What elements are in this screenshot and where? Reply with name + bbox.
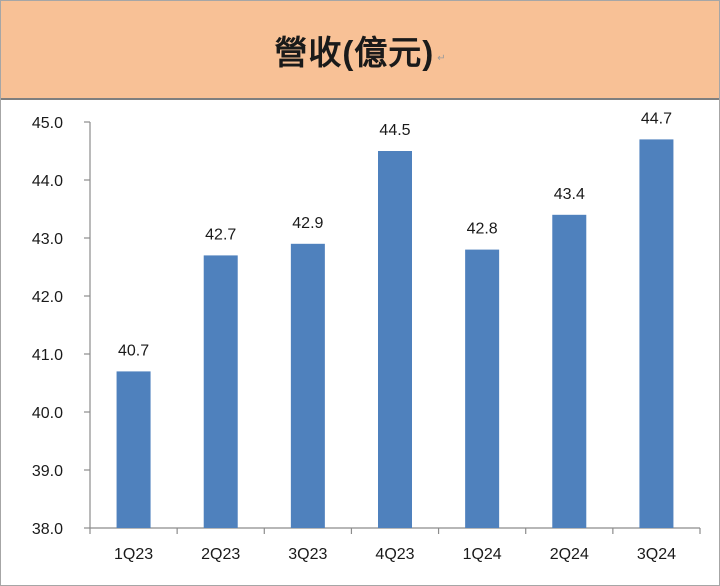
data-label-1q24: 42.8 [467,221,498,238]
y-axis: 38.0 39.0 40.0 41.0 42.0 43.0 44.0 45.0 [32,115,91,538]
y-tick-label: 44.0 [32,173,63,190]
bar-series [116,139,674,529]
x-tick-label-1q24: 1Q24 [463,546,502,563]
bar-4q23 [378,151,412,528]
data-label-3q23: 42.9 [292,215,323,232]
y-tick-label: 39.0 [32,463,63,480]
bar-3q24 [639,139,674,528]
x-tick-label-3q23: 3Q23 [288,546,327,563]
chart-title-bar: 營收(億元) ↵ [1,1,719,100]
bar-2q24 [552,214,587,529]
y-tick-label: 42.0 [32,289,63,306]
paragraph-mark-icon: ↵ [437,53,446,64]
x-tick-label-2q23: 2Q23 [201,546,240,563]
bar-3q23 [290,243,325,529]
data-label-2q23: 42.7 [205,226,236,243]
chart-title: 營收(億元) [274,33,435,71]
x-axis: 1Q23 2Q23 3Q23 4Q23 1Q24 2Q24 3Q24 [89,527,701,563]
bar-1q24 [465,249,500,528]
x-tick-label-4q23: 4Q23 [375,546,414,563]
y-tick-label: 41.0 [32,347,63,364]
y-tick-label: 40.0 [32,405,63,422]
y-tick-label: 45.0 [32,115,63,132]
data-label-2q24: 43.4 [554,186,585,203]
data-labels: 40.7 42.7 42.9 44.5 42.8 43.4 44.7 [118,110,672,359]
bar-2q23 [203,255,238,528]
x-tick-label-3q24: 3Q24 [637,546,676,563]
data-label-3q24: 44.7 [641,110,672,127]
x-tick-label-2q24: 2Q24 [550,546,589,563]
data-label-1q23: 40.7 [118,342,149,359]
bar-1q23 [116,371,151,528]
y-tick-label: 38.0 [32,521,63,538]
y-tick-label: 43.0 [32,231,63,248]
data-label-4q23: 44.5 [379,122,410,139]
x-tick-label-1q23: 1Q23 [114,546,153,563]
